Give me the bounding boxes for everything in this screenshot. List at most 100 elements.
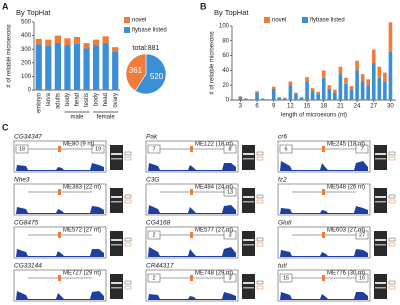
pie-value-label: 361	[129, 66, 143, 75]
band-marker	[256, 194, 264, 199]
microexon-label: ME484 (24 nt)	[195, 185, 233, 191]
gel-band	[243, 287, 254, 289]
gene-name: CG33144	[14, 263, 42, 270]
bar-segment	[321, 70, 326, 78]
gel-band	[111, 287, 122, 289]
exon-number: 2	[152, 232, 155, 238]
exon	[223, 230, 237, 240]
bar-segment	[316, 94, 320, 100]
gel-band	[375, 158, 386, 160]
bar-segment	[249, 99, 254, 100]
exon	[147, 273, 161, 283]
gel-band	[111, 153, 122, 155]
exon	[223, 187, 237, 197]
microexon	[322, 189, 325, 195]
gel-band	[375, 201, 386, 203]
pie-slice	[134, 53, 167, 95]
microexon-label: ME776 (30 nt)	[327, 271, 365, 277]
legend-swatch	[264, 17, 270, 23]
microexon	[190, 232, 193, 238]
band-marker	[124, 285, 132, 290]
band-marker	[124, 194, 132, 199]
exon	[279, 273, 293, 283]
bar-segment	[349, 89, 354, 100]
gel-band	[243, 196, 254, 198]
bar-segment	[371, 49, 376, 63]
bar-segment	[383, 81, 387, 100]
y-axis-title: # of reliable microexons	[210, 31, 216, 94]
gene-name: CR44317	[146, 263, 174, 270]
x-tick-label: ovary	[113, 93, 119, 108]
gel-band	[111, 282, 122, 284]
x-tick-label: 12	[287, 104, 294, 110]
gel-band	[243, 244, 254, 246]
bar-segment	[102, 36, 109, 44]
band-marker	[388, 156, 396, 161]
bar-segment	[333, 89, 337, 93]
microexon-label: ME572 (27 nt)	[63, 228, 101, 234]
bar-segment	[366, 85, 371, 100]
gel	[374, 145, 387, 170]
gel	[242, 274, 255, 299]
panel-label: C	[2, 122, 9, 132]
bar-segment	[271, 86, 276, 89]
gel-band	[375, 244, 386, 246]
bar-segment	[327, 88, 332, 100]
track: CG8475 ME572 (27 nt)	[13, 220, 132, 259]
gel-band	[375, 239, 386, 241]
bar-segment	[260, 98, 265, 100]
bar-segment	[73, 36, 81, 44]
track: fz2 ME548 (26 nt)	[277, 177, 396, 216]
x-tick-label: embryo	[36, 92, 42, 113]
microexon-label: ME727 (29 nt)	[63, 271, 101, 277]
exon-number: 2	[152, 275, 155, 281]
y-tick-label: 0	[226, 98, 230, 104]
bar-segment	[102, 43, 109, 90]
bar-segment	[388, 22, 393, 52]
chart-title: By TopHat	[214, 8, 249, 17]
band-marker	[124, 199, 132, 204]
bar-segment	[294, 94, 298, 100]
microexon	[190, 275, 193, 281]
bar-segment	[344, 83, 348, 100]
exon	[15, 144, 29, 154]
legend-label: flybase listed	[310, 18, 345, 24]
bar-segment	[112, 47, 119, 52]
coverage	[16, 291, 104, 300]
coverage	[280, 206, 368, 214]
legend-swatch	[302, 17, 308, 23]
exon	[355, 144, 369, 154]
bar-segment	[238, 96, 243, 98]
gel-band	[375, 287, 386, 289]
microexon	[58, 275, 61, 281]
x-tick-label: adults	[55, 93, 61, 109]
gene-name: tutl	[278, 263, 287, 270]
x-tick-label: body	[94, 93, 100, 106]
gel	[110, 274, 123, 299]
microexon-label: ME748 (29 nt)	[195, 271, 233, 277]
gel-band	[375, 153, 386, 155]
x-tick-label: 21	[337, 104, 344, 110]
bar-segment	[35, 44, 42, 90]
x-tick-label: 18	[320, 104, 327, 110]
y-axis-title: # of reliable microexons	[7, 24, 13, 87]
bar-segment	[255, 92, 259, 100]
y-tick-label: 0	[28, 88, 32, 94]
y-tick-label: 200	[21, 60, 32, 66]
exon	[355, 230, 369, 240]
band-marker	[388, 280, 396, 285]
x-tick-label: larva	[46, 92, 52, 106]
gel	[242, 231, 255, 256]
coverage	[280, 292, 368, 300]
microexon	[58, 189, 61, 195]
gel	[110, 145, 123, 170]
bar-segment	[349, 85, 354, 90]
bar-segment	[54, 43, 61, 90]
x-tick-label: 24	[354, 104, 361, 110]
coverage	[16, 163, 104, 171]
bar-segment	[310, 91, 315, 100]
bar-segment	[377, 66, 382, 78]
pie-slice	[125, 53, 147, 92]
